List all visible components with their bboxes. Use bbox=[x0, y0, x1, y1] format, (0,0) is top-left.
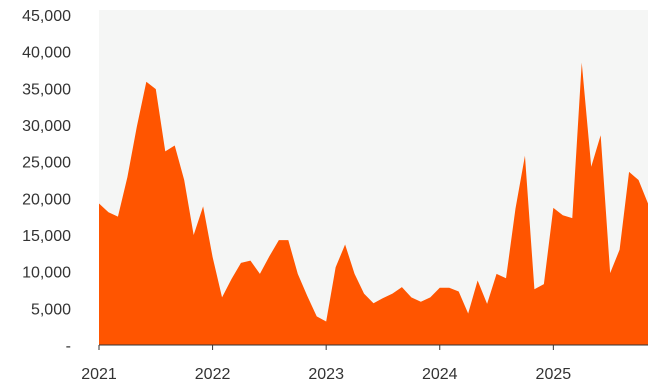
x-tick-label: 2022 bbox=[195, 366, 231, 383]
y-tick-label: 45,000 bbox=[22, 8, 71, 25]
y-tick-label: 35,000 bbox=[22, 81, 71, 98]
area-series bbox=[99, 62, 648, 346]
y-tick-label: - bbox=[66, 338, 71, 355]
y-tick-label: 5,000 bbox=[31, 301, 71, 318]
area-fill bbox=[99, 62, 648, 346]
y-axis: - 5,000 10,000 15,000 20,000 25,000 30,000 35,0… bbox=[22, 8, 71, 355]
y-tick-label: 20,000 bbox=[22, 191, 71, 208]
x-axis: 2021 2022 2023 2024 2025 bbox=[81, 345, 571, 383]
x-tick-label: 2023 bbox=[308, 366, 344, 383]
y-tick-label: 40,000 bbox=[22, 45, 71, 62]
y-tick-label: 30,000 bbox=[22, 118, 71, 135]
x-tick-label: 2024 bbox=[422, 366, 458, 383]
y-tick-label: 25,000 bbox=[22, 155, 71, 172]
x-tick-label: 2021 bbox=[81, 366, 117, 383]
y-tick-label: 15,000 bbox=[22, 228, 71, 245]
y-tick-label: 10,000 bbox=[22, 265, 71, 282]
x-tick-label: 2025 bbox=[536, 366, 572, 383]
